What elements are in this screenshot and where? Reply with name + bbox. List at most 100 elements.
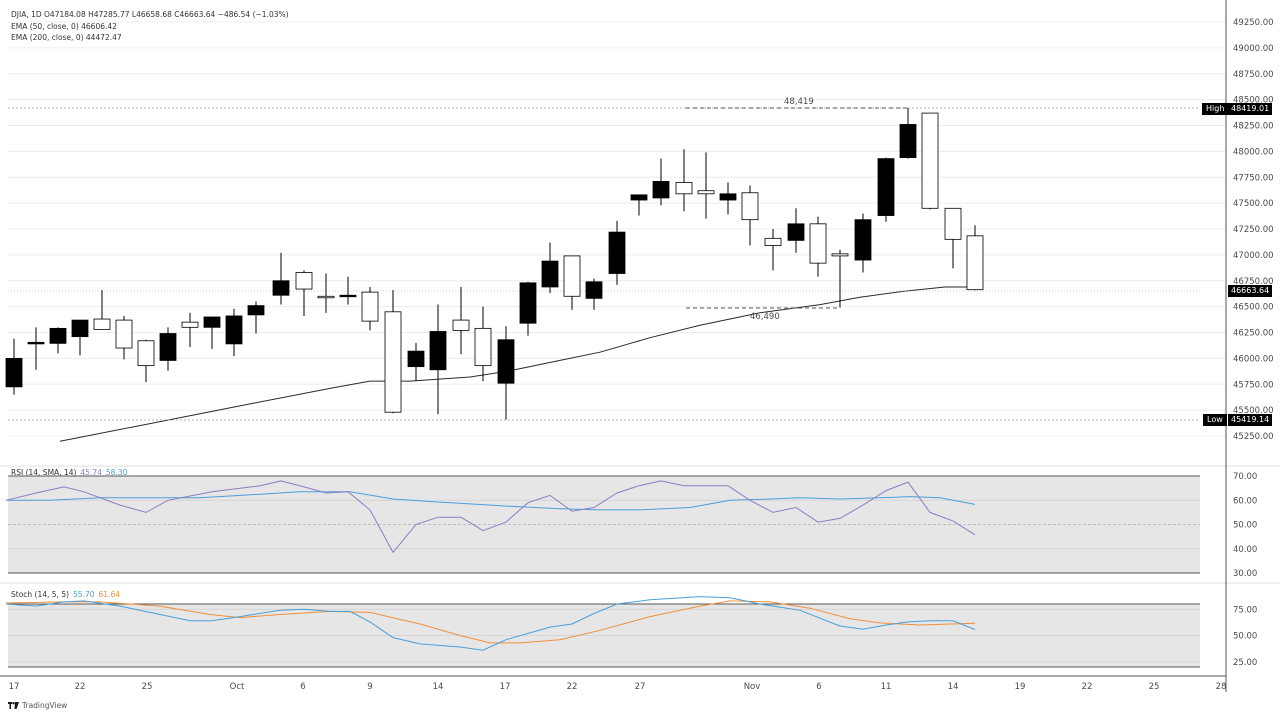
price-tick-label: 48500.00 bbox=[1233, 96, 1274, 106]
rsi-line bbox=[5, 480, 976, 554]
time-axis[interactable]: 17 22 25 Oct 6 9 14 17 22 27 Nov 6 11 14 19 22 25 28 bbox=[9, 682, 1227, 692]
range-low-label: 46,490 bbox=[750, 312, 780, 322]
ema200-legend[interactable]: EMA (200, close, 0) 44472.47 bbox=[11, 33, 126, 42]
price-tick-label: 46750.00 bbox=[1233, 277, 1274, 287]
stoch-d-value: 61.64 bbox=[98, 590, 120, 599]
candle-up bbox=[429, 331, 447, 371]
candle-up bbox=[339, 294, 357, 298]
candle-up bbox=[787, 223, 805, 241]
time-tick-label: 19 bbox=[1015, 682, 1026, 692]
stoch-k-line bbox=[5, 596, 976, 651]
time-tick-label: 27 bbox=[635, 682, 646, 692]
candle-up bbox=[541, 260, 559, 288]
rsi-tick-label: 70.00 bbox=[1233, 472, 1257, 482]
ohlc-text: DJIA, 1D O47184.08 H47285.77 L46658.68 C… bbox=[11, 10, 289, 19]
ema50-text: EMA (50, close, 0) 46606.42 bbox=[11, 22, 117, 31]
time-tick-label: 25 bbox=[142, 682, 153, 692]
price-tick-label: 47250.00 bbox=[1233, 225, 1274, 235]
stoch-tick-label: 75.00 bbox=[1233, 605, 1257, 615]
candle-down bbox=[181, 321, 199, 328]
time-tick-label: 22 bbox=[75, 682, 86, 692]
time-tick-label: 14 bbox=[948, 682, 959, 692]
time-tick-label: 9 bbox=[367, 682, 372, 692]
candle-down bbox=[944, 207, 962, 240]
candle-down bbox=[295, 272, 313, 290]
price-tick-label: 46000.00 bbox=[1233, 354, 1274, 364]
price-grid bbox=[8, 21, 1226, 437]
candle-down bbox=[317, 295, 335, 299]
branding-text: TradingView bbox=[22, 701, 68, 710]
last-price-tag: 46663.64 bbox=[1228, 285, 1273, 297]
stoch-legend-label: Stoch (14, 5, 5) bbox=[11, 590, 70, 599]
candle-down bbox=[137, 340, 155, 367]
price-tick-label: 47000.00 bbox=[1233, 251, 1274, 261]
rsi-sma-value: 58.30 bbox=[105, 468, 128, 477]
range-high-label: 48,419 bbox=[784, 97, 814, 107]
rsi-tick-label: 60.00 bbox=[1233, 496, 1257, 506]
high-price-tag: 48419.01 bbox=[1228, 103, 1273, 115]
candle-up bbox=[497, 339, 515, 384]
candle-up bbox=[608, 231, 626, 274]
candle-down bbox=[474, 327, 492, 367]
price-tick-label: 46250.00 bbox=[1233, 329, 1274, 339]
rsi-tick-label: 40.00 bbox=[1233, 545, 1257, 555]
candle-up bbox=[49, 327, 67, 344]
ema200-text: EMA (200, close, 0) 44472.47 bbox=[11, 33, 122, 42]
time-tick-label: Nov bbox=[744, 682, 761, 692]
ema50-legend[interactable]: EMA (50, close, 0) 46606.42 bbox=[11, 22, 121, 31]
candle-up bbox=[159, 333, 177, 361]
low-tag-label: Low bbox=[1203, 414, 1227, 426]
candle-up bbox=[630, 194, 648, 201]
rsi-tick-label: 30.00 bbox=[1233, 569, 1257, 579]
candle-up bbox=[71, 319, 89, 338]
price-tick-label: 48000.00 bbox=[1233, 147, 1274, 157]
tradingview-branding[interactable]: TradingView bbox=[8, 701, 67, 710]
candle-down bbox=[675, 182, 693, 195]
candle-up bbox=[27, 341, 45, 345]
candle-up bbox=[5, 357, 23, 388]
price-tick-label: 48250.00 bbox=[1233, 122, 1274, 132]
rsi-legend[interactable]: RSI (14, SMA, 14) 45.74 58.30 bbox=[11, 468, 131, 477]
candle-up bbox=[203, 316, 221, 328]
candle-down bbox=[921, 112, 939, 209]
time-tick-label: 22 bbox=[1082, 682, 1093, 692]
candle-down bbox=[115, 319, 133, 349]
price-tick-label: 47750.00 bbox=[1233, 173, 1274, 183]
candle-down bbox=[563, 255, 581, 297]
candle-down bbox=[764, 237, 782, 246]
price-tick-label: 46500.00 bbox=[1233, 303, 1274, 313]
stoch-legend[interactable]: Stoch (14, 5, 5) 55.70 61.64 bbox=[11, 590, 124, 599]
candle-up bbox=[272, 280, 290, 296]
candle-up bbox=[585, 281, 603, 299]
candle-down bbox=[93, 318, 111, 330]
candle-up bbox=[225, 315, 243, 345]
time-tick-label: 25 bbox=[1149, 682, 1160, 692]
stoch-axis[interactable]: 75.00 50.00 25.00 bbox=[1233, 605, 1257, 668]
tradingview-logo-icon bbox=[8, 702, 19, 709]
time-tick-label: 6 bbox=[816, 682, 821, 692]
price-tick-label: 48750.00 bbox=[1233, 70, 1274, 80]
stoch-tick-label: 25.00 bbox=[1233, 658, 1257, 668]
candle-up bbox=[247, 305, 265, 316]
price-axis[interactable]: 49250.00 49000.00 48750.00 48500.00 48250.00… bbox=[1233, 18, 1274, 442]
candle-up bbox=[652, 180, 670, 199]
time-tick-label: 17 bbox=[9, 682, 20, 692]
time-tick-label: 17 bbox=[500, 682, 511, 692]
time-tick-label: 14 bbox=[433, 682, 444, 692]
candle-down bbox=[384, 311, 402, 413]
candle-down bbox=[697, 190, 715, 195]
candle-down bbox=[361, 291, 379, 322]
candle-up bbox=[719, 193, 737, 201]
price-tick-label: 47500.00 bbox=[1233, 199, 1274, 209]
stoch-d-line bbox=[5, 600, 976, 644]
rsi-value: 45.74 bbox=[80, 468, 102, 477]
price-tick-label: 45250.00 bbox=[1233, 432, 1274, 442]
price-tick-label: 49000.00 bbox=[1233, 44, 1274, 54]
time-tick-label: 22 bbox=[567, 682, 578, 692]
rsi-axis[interactable]: 70.00 60.00 50.00 40.00 30.00 bbox=[1233, 472, 1257, 579]
rsi-grid bbox=[8, 499, 1200, 550]
stoch-k-value: 55.70 bbox=[73, 590, 95, 599]
stoch-tick-label: 50.00 bbox=[1233, 632, 1257, 642]
low-price-tag: 45419.14 bbox=[1228, 414, 1273, 426]
